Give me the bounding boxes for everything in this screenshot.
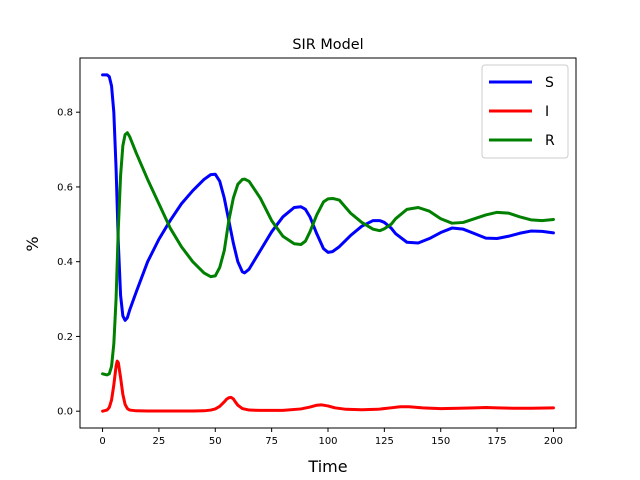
legend: SIR — [481, 64, 569, 159]
legend-label-s: S — [545, 75, 554, 91]
chart-title: SIR Model — [292, 37, 363, 53]
series-line-r — [101, 131, 555, 377]
x-tick-label: 175 — [488, 436, 507, 447]
x-tick-label: 50 — [209, 436, 222, 447]
y-tick-label: 0.2 — [57, 332, 73, 343]
y-axis-ticks: 0.0 0.2 0.4 0.6 0.8 — [57, 108, 80, 418]
x-tick-label: 100 — [318, 436, 337, 447]
x-axis-ticks: 0 25 50 75 100 125 150 175 200 — [99, 428, 563, 447]
x-tick-label: 150 — [431, 436, 450, 447]
y-axis-label: % — [23, 236, 42, 251]
series-lines — [101, 73, 555, 413]
y-tick-label: 0.6 — [57, 182, 73, 193]
y-tick-label: 0.0 — [57, 407, 73, 418]
y-tick-label: 0.8 — [57, 108, 73, 119]
legend-label-i: I — [545, 104, 549, 120]
legend-label-r: R — [545, 133, 555, 149]
x-tick-label: 25 — [153, 436, 166, 447]
x-axis-label: Time — [307, 457, 347, 476]
plot-area — [101, 73, 555, 413]
x-tick-label: 0 — [99, 436, 105, 447]
x-tick-label: 200 — [544, 436, 563, 447]
y-tick-label: 0.4 — [57, 257, 73, 268]
series-line-i — [101, 359, 555, 413]
series-line-s — [101, 73, 555, 322]
x-tick-label: 75 — [265, 436, 278, 447]
x-tick-label: 125 — [375, 436, 394, 447]
